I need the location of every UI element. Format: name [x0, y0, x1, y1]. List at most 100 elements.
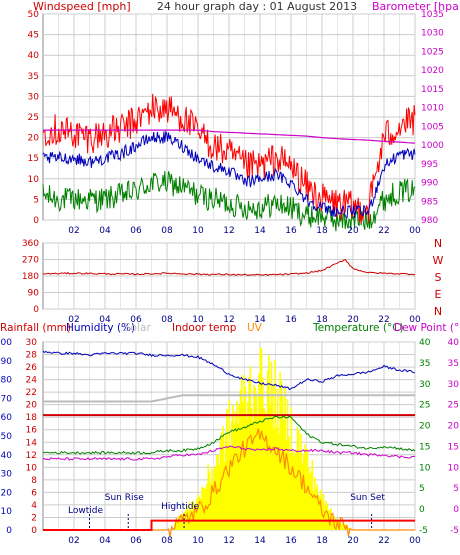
series-humidity [42, 350, 416, 391]
time-tick-label: 16 [285, 226, 297, 236]
wind-tick-label: 10 [28, 175, 40, 185]
compass-label: E [435, 288, 442, 301]
dewpoint-tick-label: 10 [448, 463, 460, 473]
rain-tick-label: 6 [31, 488, 37, 498]
temperature-tick-label: 40 [419, 338, 431, 348]
baro-tick-label: 985 [421, 197, 438, 207]
rain-tick-label: 16 [26, 426, 38, 436]
time-tick-label: 20 [347, 226, 359, 236]
dewpoint-tick-label: 35 [448, 359, 459, 369]
dewpoint-tick-label: 5 [453, 484, 459, 494]
temperature-tick-label: 0 [419, 505, 425, 515]
wind-tick-label: 40 [28, 51, 40, 61]
time-tick-label: 02 [68, 315, 79, 325]
time-tick-label: 20 [347, 315, 359, 325]
time-tick-label: 12 [223, 315, 234, 325]
humidity-tick-label: 60 [1, 413, 13, 423]
time-tick-label: 16 [285, 536, 297, 546]
barometer-axis-label: Barometer [hpa] [372, 0, 460, 13]
legend-solar: Solar [124, 322, 151, 334]
rain-tick-label: 14 [26, 438, 38, 448]
time-tick-label: 16 [285, 315, 297, 325]
rain-tick-label: 28 [26, 351, 38, 361]
compass-label: N [434, 237, 442, 250]
baro-tick-label: 1025 [421, 47, 444, 57]
legend-humidity: Humidity (%) [66, 322, 135, 334]
direction-tick-label: 90 [28, 289, 40, 299]
dewpoint-tick-label: 20 [448, 422, 460, 432]
series-barometer [43, 129, 416, 144]
time-tick-label: 04 [99, 226, 111, 236]
wind-tick-label: 15 [28, 154, 39, 164]
series-rainfall [43, 519, 415, 531]
time-tick-label: 00 [409, 315, 421, 325]
temperature-tick-label: 10 [419, 463, 431, 473]
wind-tick-label: 0 [33, 216, 39, 226]
humidity-tick-label: 20 [1, 488, 13, 498]
chart-title: 24 hour graph day : 01 August 2013 [157, 0, 357, 13]
rain-tick-label: 18 [26, 413, 38, 423]
rain-tick-label: 20 [26, 401, 38, 411]
baro-tick-label: 980 [421, 216, 438, 226]
dewpoint-tick-label: 30 [448, 380, 460, 390]
humidity-tick-label: 40 [1, 451, 13, 461]
time-tick-label: 06 [130, 315, 142, 325]
event-marker-label: Lowtide [68, 506, 103, 516]
rain-tick-label: 30 [26, 338, 38, 348]
rain-tick-label: 10 [26, 463, 38, 473]
time-tick-label: 00 [409, 536, 421, 546]
time-tick-label: 10 [192, 315, 204, 325]
time-tick-label: 14 [254, 315, 266, 325]
wind-tick-label: 45 [28, 31, 39, 41]
time-tick-label: 02 [68, 226, 79, 236]
series-temperature [42, 415, 416, 455]
dewpoint-tick-label: 15 [448, 442, 459, 452]
windspeed-axis-label: Windspeed [mph] [33, 0, 131, 13]
humidity-tick-label: 70 [1, 394, 13, 404]
compass-label: W [433, 254, 444, 267]
time-tick-label: 10 [192, 226, 204, 236]
time-tick-label: 22 [378, 536, 389, 546]
baro-tick-label: 995 [421, 160, 438, 170]
humidity-tick-label: 100 [0, 338, 12, 348]
rain-tick-label: 24 [26, 376, 38, 386]
rain-tick-label: 26 [26, 363, 38, 373]
time-tick-label: 10 [192, 536, 204, 546]
legend-indoor-temp: Indoor temp [172, 322, 237, 334]
time-tick-label: 22 [378, 226, 389, 236]
humidity-tick-label: 50 [1, 432, 13, 442]
time-tick-label: 18 [316, 536, 328, 546]
baro-tick-label: 1000 [421, 141, 444, 151]
temperature-tick-label: 5 [419, 484, 425, 494]
event-marker-label: Sun Rise [105, 493, 144, 503]
direction-tick-label: 360 [22, 239, 39, 249]
rain-tick-label: 0 [31, 526, 37, 536]
temperature-tick-label: 15 [419, 442, 430, 452]
series-wind-average [42, 130, 416, 219]
humidity-tick-label: 0 [6, 526, 12, 536]
time-tick-label: 12 [223, 226, 234, 236]
dewpoint-tick-label: 40 [448, 338, 460, 348]
wind-tick-label: 5 [33, 195, 39, 205]
time-tick-label: 22 [378, 315, 389, 325]
time-tick-label: 18 [316, 226, 328, 236]
wind-tick-label: 50 [28, 10, 40, 20]
time-tick-label: 14 [254, 536, 266, 546]
temperature-tick-label: -5 [419, 526, 428, 536]
dewpoint-tick-label: -5 [450, 526, 459, 536]
baro-tick-label: 1015 [421, 85, 444, 95]
baro-tick-label: 1030 [421, 29, 444, 39]
dewpoint-tick-label: 0 [453, 505, 459, 515]
humidity-tick-label: 80 [1, 376, 13, 386]
rain-tick-label: 12 [26, 451, 37, 461]
time-tick-label: 04 [99, 315, 111, 325]
direction-tick-label: 0 [33, 305, 39, 315]
wind-tick-label: 30 [28, 92, 40, 102]
humidity-tick-label: 90 [1, 357, 13, 367]
baro-tick-label: 1010 [421, 104, 444, 114]
rain-tick-label: 22 [26, 388, 37, 398]
humidity-tick-label: 30 [1, 470, 13, 480]
baro-tick-label: 1020 [421, 66, 444, 76]
baro-tick-label: 1035 [421, 10, 444, 20]
